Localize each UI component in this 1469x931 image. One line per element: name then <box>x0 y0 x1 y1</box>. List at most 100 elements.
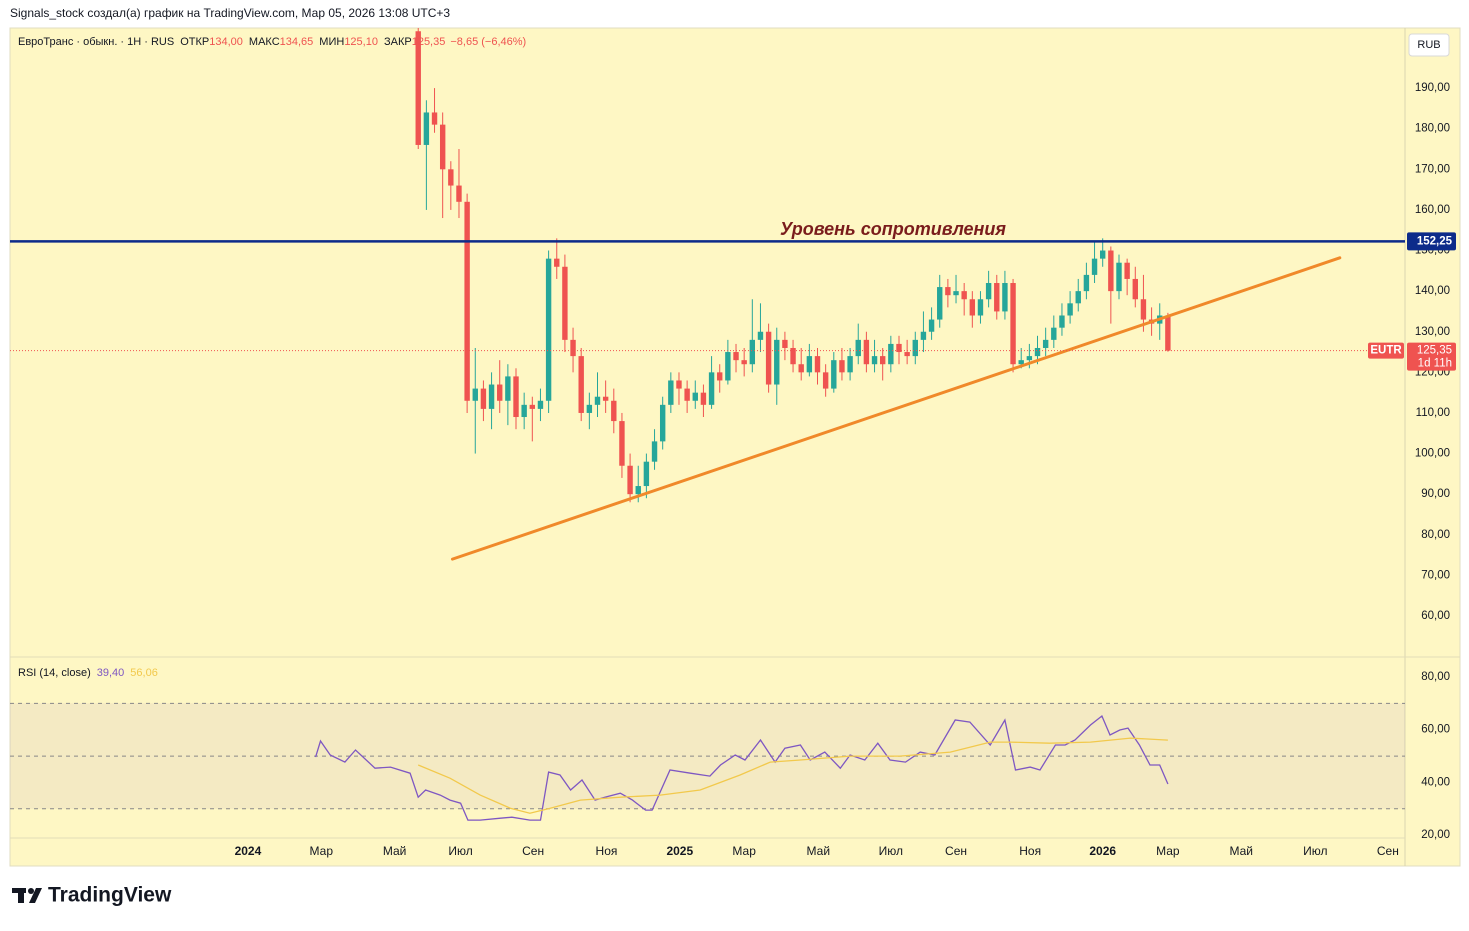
rsi-legend-value: 56,06 <box>130 667 158 679</box>
candle-body <box>774 339 780 385</box>
candle-body <box>586 404 593 413</box>
candle-body <box>627 465 633 495</box>
candle-body <box>896 343 902 353</box>
x-tick-label: Май <box>1229 844 1253 858</box>
legend-change: −8,65 (−6,46%) <box>450 36 526 48</box>
rsi-title: RSI (14, close) <box>18 667 91 679</box>
candle-body <box>480 388 487 409</box>
price-pane <box>10 28 1405 561</box>
candle-body <box>888 343 894 365</box>
candle-body <box>635 486 641 495</box>
candle-body <box>594 396 601 405</box>
y-tick-label: 130,00 <box>1415 326 1450 338</box>
candle-body <box>790 347 796 365</box>
symbol: EUTR <box>1370 345 1402 357</box>
candle-body <box>472 388 478 401</box>
currency-box <box>1408 33 1450 57</box>
candle-body <box>855 339 861 357</box>
candle-body <box>741 360 747 365</box>
candle-body <box>904 352 910 357</box>
candle-body <box>578 356 584 413</box>
candle-body <box>439 124 446 170</box>
candle-body <box>1026 356 1033 361</box>
candle-body <box>928 319 935 332</box>
candle-body <box>448 169 454 186</box>
candle-body <box>570 339 576 357</box>
candle-body <box>521 404 527 418</box>
legend-field-value: 134,65 <box>280 36 314 48</box>
candle-body <box>839 360 845 373</box>
candle-body <box>1075 291 1081 304</box>
y-tick-label: 170,00 <box>1415 163 1450 175</box>
candle-body <box>513 376 519 418</box>
candle-body <box>871 356 878 365</box>
x-tick-label: 2025 <box>666 844 693 858</box>
legend-field-name: ОТКР <box>180 36 209 48</box>
candle-body <box>725 352 731 381</box>
candle-body <box>1002 283 1008 312</box>
candle-body <box>700 392 707 405</box>
candle-body <box>602 396 609 401</box>
x-tick-label: Сен <box>1377 844 1399 858</box>
symbol-box <box>1368 342 1404 359</box>
y-tick-label: 60,00 <box>1421 724 1450 736</box>
candle-body <box>757 331 764 340</box>
candle-body <box>814 356 821 373</box>
candle-body <box>1010 283 1016 365</box>
candle-body <box>806 356 813 373</box>
candle-body <box>961 291 967 300</box>
y-tick-label: 60,00 <box>1421 610 1450 622</box>
x-tick-label: Июл <box>879 844 903 858</box>
x-tick-label: 2024 <box>235 844 262 858</box>
candle-body <box>497 384 503 401</box>
legend-field-value: 134,00 <box>209 36 243 48</box>
candle-body <box>456 185 462 202</box>
legend-field-value: 125,35 <box>412 36 446 48</box>
y-tick-label: 80,00 <box>1421 529 1450 541</box>
candle-body <box>529 404 536 409</box>
candle-body <box>651 441 658 462</box>
candle-body <box>464 201 470 401</box>
rsi-legend-value: 39,40 <box>97 667 125 679</box>
x-tick-label: Мар <box>310 844 334 858</box>
candle-body <box>545 258 552 401</box>
candle-body <box>676 380 682 389</box>
brand-name: TradingView <box>48 884 172 907</box>
candle-body <box>847 356 853 373</box>
candle-body <box>611 400 617 422</box>
candle-body <box>831 360 837 389</box>
candle-body <box>1042 339 1049 348</box>
candle-body <box>1108 250 1114 292</box>
x-tick-label: Май <box>383 844 407 858</box>
candle-body <box>920 331 927 340</box>
candle-body <box>619 421 625 466</box>
y-tick-label: 100,00 <box>1415 448 1450 460</box>
legend-field-name: МИН <box>319 36 344 48</box>
legend-field-name: МАКС <box>249 36 280 48</box>
rsi-line <box>314 714 1169 821</box>
rsi-legend: RSI (14, close) 39,40 56,06 <box>18 667 158 679</box>
x-tick-label: Май <box>807 844 831 858</box>
candle-body <box>969 299 976 316</box>
y-tick-label: 90,00 <box>1421 488 1450 500</box>
x-tick-label: Июл <box>448 844 472 858</box>
legend: ЕвроТранс · обыкн. · 1Н · RUS ОТКР134,00 М… <box>18 36 526 48</box>
candle-body <box>708 372 715 405</box>
y-tick-label: 180,00 <box>1415 123 1450 135</box>
candle-body <box>1116 262 1122 292</box>
resistance-price: 152,25 <box>1417 235 1453 247</box>
y-tick-label: 110,00 <box>1416 407 1450 419</box>
candle-body <box>1091 258 1098 275</box>
legend-field-name: ЗАКР <box>384 36 412 48</box>
countdown: 1d 11h <box>1418 358 1452 370</box>
candle-body <box>537 400 544 409</box>
legend-field-value: 125,10 <box>344 36 378 48</box>
candle-body <box>1083 274 1090 292</box>
x-tick-label: Мар <box>1156 844 1180 858</box>
candle-body <box>1059 315 1065 328</box>
candle-body <box>423 112 430 145</box>
candle-body <box>668 380 674 405</box>
y-tick-label: 80,00 <box>1421 671 1450 683</box>
candle-body <box>1165 315 1171 351</box>
candle-body <box>782 339 788 348</box>
